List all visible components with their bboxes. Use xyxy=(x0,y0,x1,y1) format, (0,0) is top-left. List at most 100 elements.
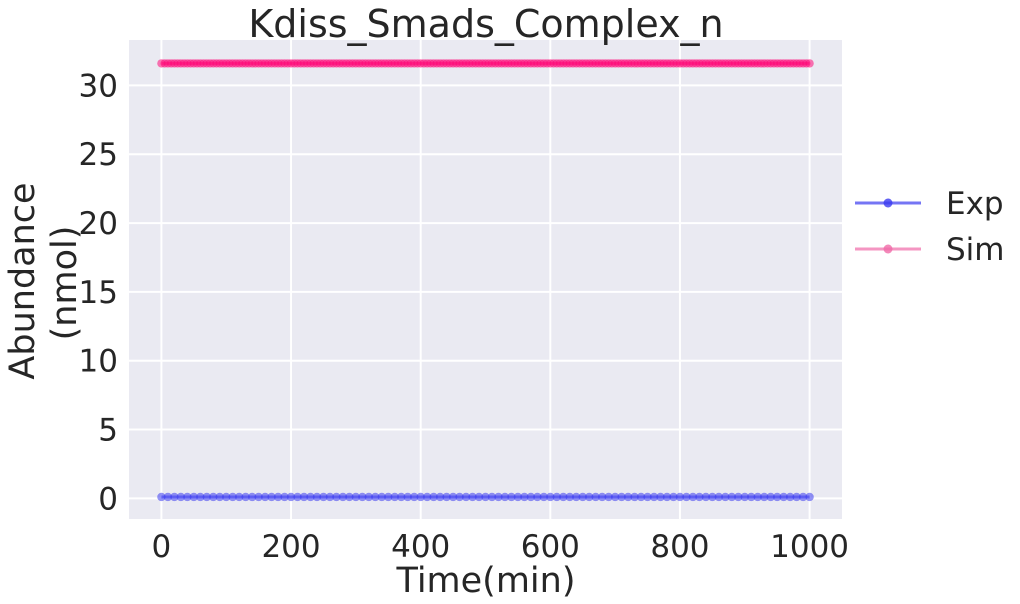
legend-item-exp: Exp xyxy=(855,186,1004,222)
data-point xyxy=(701,492,711,502)
y-tick-label: 20 xyxy=(79,206,118,242)
legend-marker xyxy=(883,198,893,208)
data-point xyxy=(325,492,335,502)
data-point xyxy=(397,492,406,502)
data-point xyxy=(448,492,458,502)
x-tick-label: 0 xyxy=(152,529,172,565)
x-tick-label: 200 xyxy=(261,529,320,565)
data-point xyxy=(805,59,814,68)
data-point xyxy=(351,492,361,502)
x-tick-label: 400 xyxy=(391,529,450,565)
legend-label: Sim xyxy=(946,232,1005,268)
series-layer xyxy=(157,59,814,502)
data-point xyxy=(494,492,503,502)
data-point xyxy=(539,492,549,502)
data-point xyxy=(273,492,283,502)
series-sim xyxy=(157,59,814,68)
data-point xyxy=(403,492,412,502)
data-point xyxy=(695,492,704,502)
data-point xyxy=(572,492,581,502)
data-point xyxy=(760,492,769,502)
data-point xyxy=(358,492,367,502)
legend-item-sim: Sim xyxy=(855,232,1005,268)
legend-label: Exp xyxy=(946,186,1004,222)
y-tick-label: 0 xyxy=(98,481,118,517)
data-point xyxy=(513,492,523,502)
grid xyxy=(129,40,842,519)
data-point xyxy=(708,492,717,502)
data-point xyxy=(520,492,529,502)
data-point xyxy=(312,492,322,502)
data-point xyxy=(468,492,477,502)
data-point xyxy=(643,492,652,502)
y-tick-label: 25 xyxy=(79,137,118,173)
data-point xyxy=(610,492,620,502)
data-point xyxy=(222,492,231,502)
plot-area xyxy=(129,40,842,519)
data-point xyxy=(591,492,600,502)
data-point xyxy=(727,492,737,502)
data-point xyxy=(740,492,749,502)
data-point xyxy=(617,492,626,502)
data-point xyxy=(623,492,633,502)
data-point xyxy=(163,492,173,502)
data-point xyxy=(669,492,678,502)
data-point xyxy=(410,492,419,502)
data-point xyxy=(319,492,328,502)
data-point xyxy=(429,492,438,502)
data-point xyxy=(183,492,192,502)
data-point xyxy=(228,492,237,502)
y-tick-label: 15 xyxy=(79,275,118,311)
data-point xyxy=(286,492,296,502)
y-tick-label: 10 xyxy=(79,344,118,380)
data-point xyxy=(500,492,510,502)
data-point xyxy=(416,492,425,502)
data-point xyxy=(461,492,471,502)
data-point xyxy=(636,492,646,502)
data-point xyxy=(422,492,432,502)
x-tick-label: 800 xyxy=(650,529,709,565)
data-point xyxy=(345,492,354,502)
data-point xyxy=(299,492,309,502)
data-point xyxy=(293,492,302,502)
data-point xyxy=(332,492,341,502)
data-point xyxy=(578,492,587,502)
data-point xyxy=(734,492,743,502)
data-point xyxy=(785,492,795,502)
data-point xyxy=(338,492,348,502)
data-point xyxy=(280,492,289,502)
data-point xyxy=(682,492,691,502)
data-point xyxy=(215,492,224,502)
data-point xyxy=(196,492,205,502)
data-point xyxy=(234,492,244,502)
data-point xyxy=(442,492,451,502)
data-point xyxy=(474,492,484,502)
data-point xyxy=(209,492,218,502)
legend-marker xyxy=(883,244,893,254)
data-point xyxy=(688,492,698,502)
data-point xyxy=(792,492,801,502)
data-point xyxy=(254,492,263,502)
data-point xyxy=(202,492,211,502)
y-axis-label-line-1: Abundance xyxy=(3,182,43,379)
x-tick-label: 1000 xyxy=(770,529,849,565)
data-point xyxy=(377,492,386,502)
data-point xyxy=(170,492,179,502)
data-point xyxy=(649,492,659,502)
data-point xyxy=(526,492,536,502)
data-point xyxy=(798,492,808,502)
data-point xyxy=(772,492,782,502)
data-point xyxy=(604,492,613,502)
data-point xyxy=(176,492,186,502)
data-point xyxy=(384,492,393,502)
data-point xyxy=(267,492,276,502)
y-tick-label: 30 xyxy=(79,68,118,104)
data-point xyxy=(753,492,762,502)
data-point xyxy=(435,492,445,502)
data-point xyxy=(390,492,399,502)
data-point xyxy=(721,492,730,502)
legend: Exp Sim xyxy=(855,186,1005,268)
data-point xyxy=(559,492,568,502)
data-point xyxy=(585,492,594,502)
